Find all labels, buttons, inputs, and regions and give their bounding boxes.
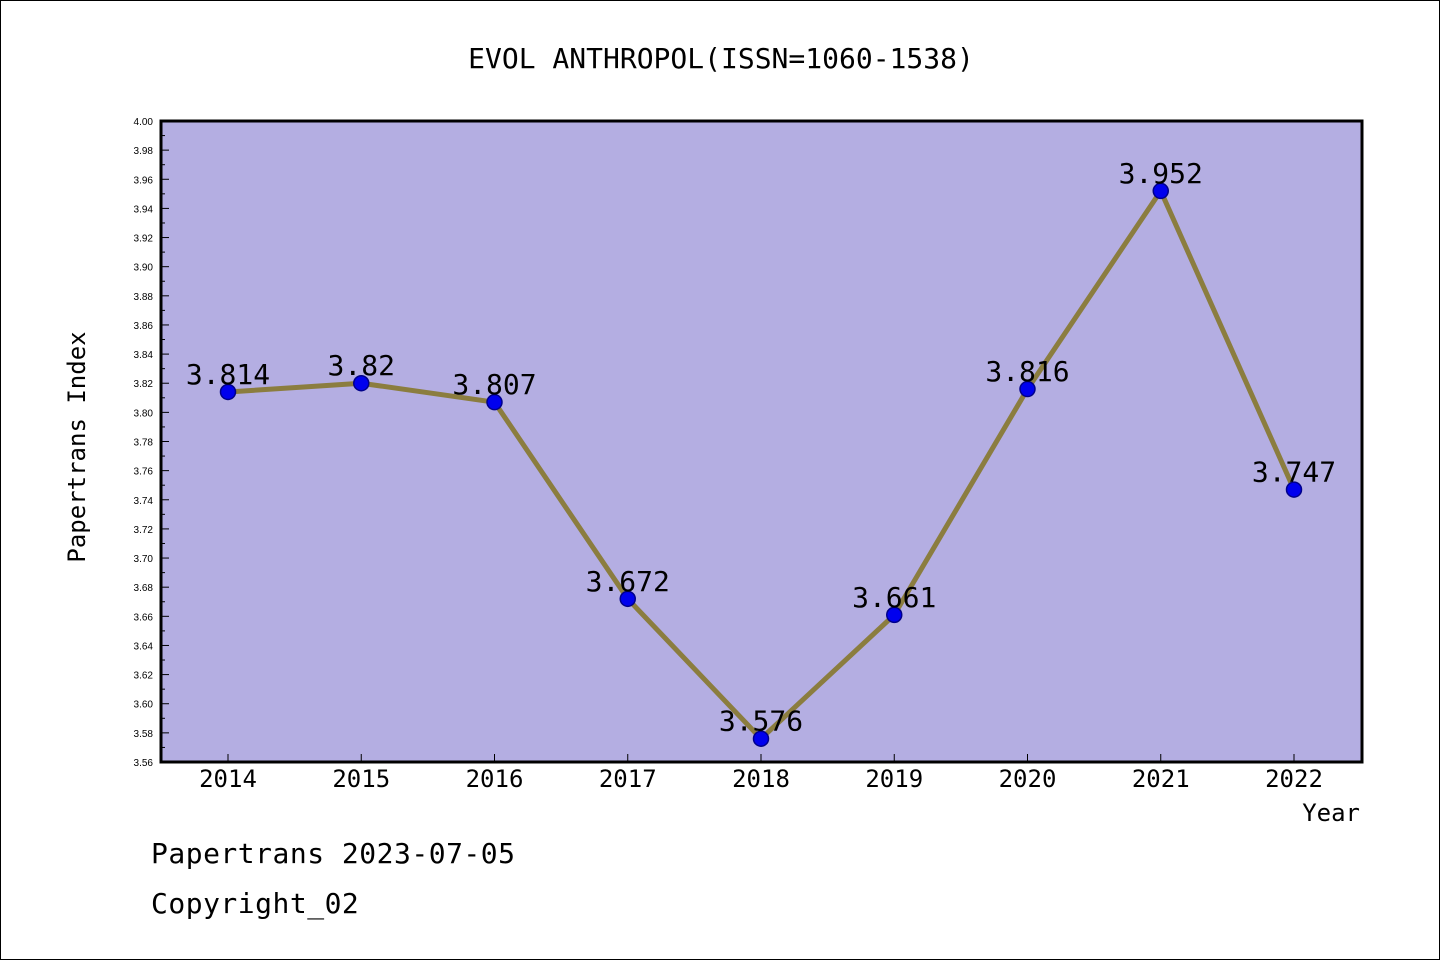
y-tick-label: 4.00 — [134, 117, 154, 128]
y-tick-label: 3.62 — [134, 671, 154, 682]
x-axis-label: Year — [1302, 799, 1360, 827]
data-point-marker — [486, 393, 503, 411]
data-markers — [219, 182, 1303, 747]
x-tick-label: 2016 — [466, 765, 524, 793]
data-point-marker — [619, 590, 636, 608]
y-tick-label: 3.96 — [134, 175, 154, 186]
plot-area — [161, 121, 1362, 762]
data-point-marker — [886, 606, 903, 624]
y-tick-label: 3.84 — [134, 350, 154, 361]
data-point-marker — [353, 374, 370, 392]
data-label: 3.747 — [1252, 456, 1336, 489]
data-point-marker — [1285, 481, 1303, 498]
y-tick-label: 3.82 — [134, 379, 154, 390]
y-tick-label: 3.66 — [134, 612, 154, 623]
data-label: 3.82 — [328, 349, 395, 382]
footer-copyright: Copyright_02 — [151, 887, 360, 920]
y-tick-label: 3.68 — [134, 583, 154, 594]
x-tick-label: 2019 — [865, 765, 923, 793]
x-axis-ticks: 2014 2015 2016 2017 2018 2019 2020 2021 2022 — [199, 754, 1323, 793]
data-label: 3.661 — [852, 581, 936, 614]
y-tick-label: 3.74 — [134, 496, 154, 507]
data-point-marker — [1152, 182, 1169, 200]
footer-date: Papertrans 2023-07-05 — [151, 837, 516, 870]
x-tick-label: 2015 — [332, 765, 390, 793]
x-tick-label: 2021 — [1132, 765, 1190, 793]
y-tick-label: 3.86 — [134, 321, 154, 332]
data-label: 3.816 — [985, 355, 1069, 388]
data-label: 3.576 — [719, 705, 803, 738]
x-tick-label: 2017 — [599, 765, 657, 793]
y-tick-label: 3.58 — [134, 729, 154, 740]
x-tick-label: 2018 — [732, 765, 790, 793]
y-tick-label: 3.90 — [134, 263, 154, 274]
y-tick-label: 3.60 — [134, 700, 154, 711]
y-tick-label: 3.98 — [134, 146, 154, 157]
data-label: 3.672 — [586, 565, 670, 598]
y-tick-label: 3.72 — [134, 525, 154, 536]
data-labels: 3.814 3.82 3.807 3.672 3.576 3.661 3.816 3.952 3… — [186, 157, 1336, 738]
y-tick-label: 3.70 — [134, 554, 154, 565]
data-point-marker — [219, 383, 237, 401]
y-tick-label: 3.78 — [134, 438, 154, 449]
y-tick-label: 3.56 — [134, 758, 154, 769]
x-tick-label: 2014 — [199, 765, 257, 793]
y-tick-label: 3.94 — [134, 204, 154, 215]
data-label: 3.952 — [1119, 157, 1203, 190]
data-point-marker — [752, 730, 770, 747]
y-tick-label: 3.92 — [134, 234, 154, 245]
data-label: 3.807 — [452, 368, 536, 401]
y-tick-label: 3.64 — [134, 641, 154, 652]
y-axis-label: Papertrans Index — [63, 331, 91, 562]
data-point-marker — [1019, 380, 1036, 398]
x-tick-label: 2022 — [1265, 765, 1323, 793]
plot-border — [159, 119, 1364, 764]
x-tick-label: 2020 — [999, 765, 1057, 793]
y-tick-label: 3.88 — [134, 292, 154, 303]
chart-title: EVOL ANTHROPOL(ISSN=1060-1538) — [468, 42, 974, 75]
y-tick-label: 3.80 — [134, 408, 154, 419]
data-label: 3.814 — [186, 358, 270, 391]
y-tick-label: 3.76 — [134, 467, 154, 478]
